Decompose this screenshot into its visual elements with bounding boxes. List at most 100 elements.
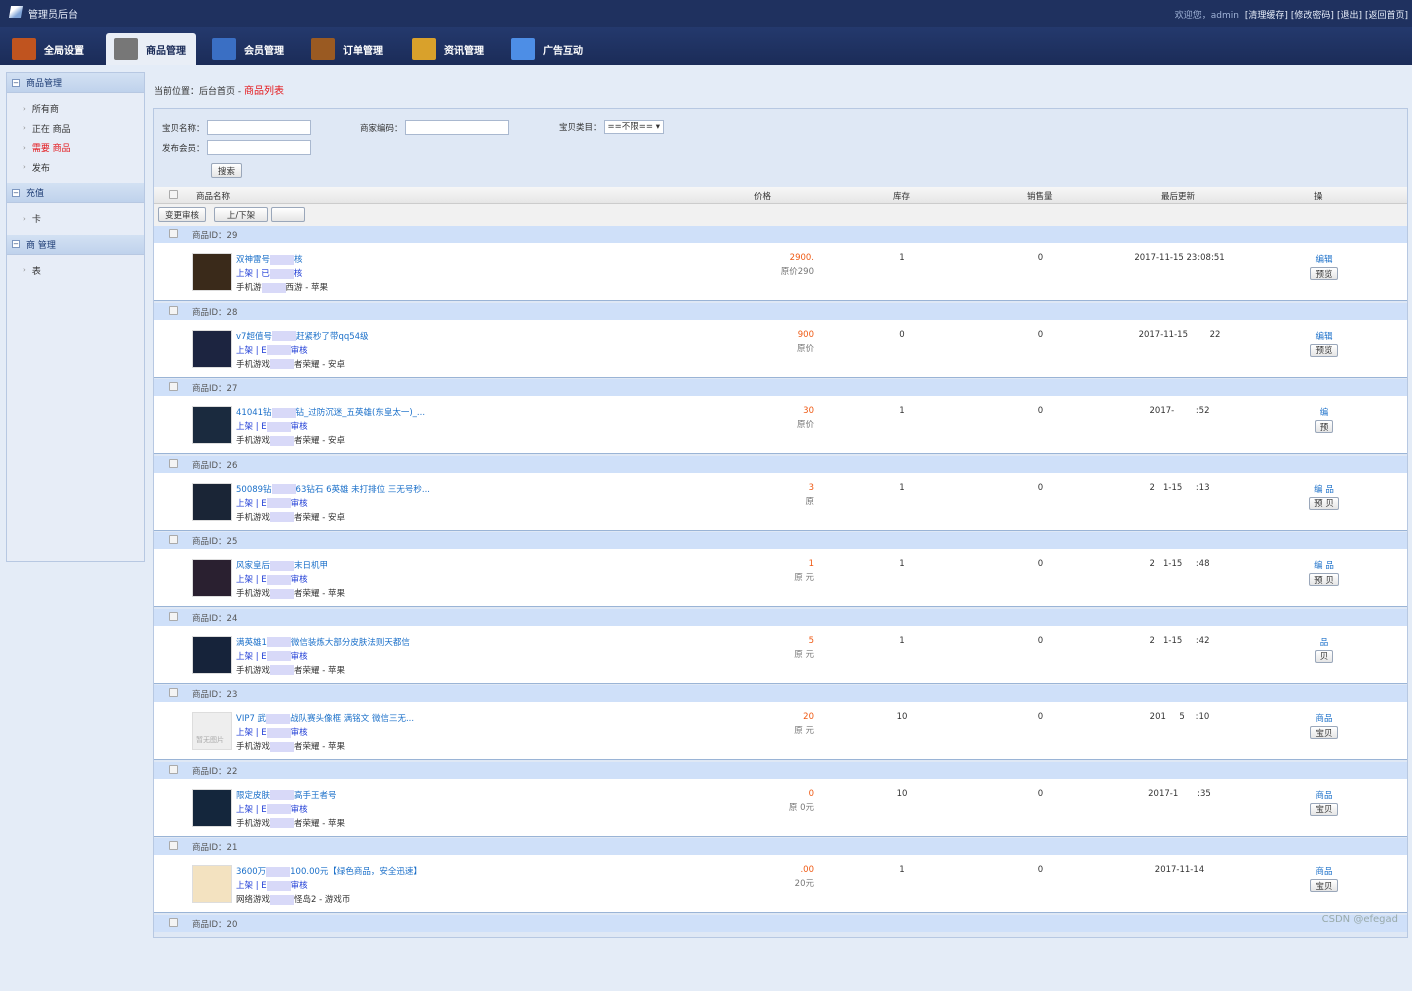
row-checkbox[interactable] — [169, 535, 178, 544]
sidebar-item[interactable]: ›表 — [23, 261, 144, 281]
product-title-link[interactable]: 限定皮肤高手王者号 — [236, 789, 337, 801]
sidebar-items: ›卡 — [7, 203, 144, 235]
edit-link[interactable]: 编辑 — [1294, 330, 1354, 342]
product-title-link[interactable]: VIP7 武战队赛头像框 满铭文 微信三无... — [236, 712, 414, 724]
row-header: 商品ID：23 — [154, 685, 1407, 702]
row-checkbox[interactable] — [169, 841, 178, 850]
tab-goods[interactable]: 商品管理 — [106, 33, 196, 65]
stock-cell: 1 — [833, 406, 971, 416]
product-thumbnail[interactable]: 暂无图片 — [192, 712, 232, 750]
product-thumbnail[interactable] — [192, 330, 232, 368]
sidebar-item[interactable]: ›需要 商品 — [23, 138, 144, 158]
product-thumbnail[interactable] — [192, 865, 232, 903]
sidebar-item[interactable]: ›卡 — [23, 209, 144, 229]
member-input[interactable] — [207, 140, 311, 155]
toggle-shelf-button[interactable]: 上/下架 — [214, 207, 268, 222]
collapse-icon[interactable]: − — [12, 240, 20, 248]
row-checkbox[interactable] — [169, 612, 178, 621]
row-checkbox[interactable] — [169, 306, 178, 315]
row-checkbox[interactable] — [169, 688, 178, 697]
collapse-icon[interactable]: − — [12, 189, 20, 197]
tab-orders[interactable]: 订单管理 — [303, 33, 393, 65]
preview-button[interactable]: 预 贝 — [1309, 497, 1339, 510]
preview-button[interactable]: 预 贝 — [1309, 573, 1339, 586]
preview-button[interactable]: 宝贝 — [1310, 879, 1337, 892]
sidebar-item[interactable]: ›所有商 — [23, 99, 144, 119]
logout-link[interactable]: [退出] — [1337, 11, 1362, 21]
edit-link[interactable]: 编辑 — [1294, 253, 1354, 265]
edit-link[interactable]: 编 — [1294, 406, 1354, 418]
product-thumbnail[interactable] — [192, 789, 232, 827]
product-thumbnail[interactable] — [192, 559, 232, 597]
product-title-link[interactable]: 风家皇后末日机甲 — [236, 559, 328, 571]
title-part: 末日机甲 — [294, 561, 328, 571]
sidebar-item[interactable]: ›正在 商品 — [23, 119, 144, 139]
row-checkbox[interactable] — [169, 459, 178, 468]
product-thumbnail[interactable] — [192, 636, 232, 674]
preview-button[interactable]: 宝贝 — [1310, 726, 1337, 739]
code-input[interactable] — [405, 120, 509, 135]
redacted-block — [272, 331, 296, 341]
tab-ads[interactable]: 广告互动 — [503, 33, 593, 65]
edit-link[interactable]: 商品 — [1294, 712, 1354, 724]
clear-cache-link[interactable]: [清理缓存] — [1245, 11, 1288, 21]
product-title-link[interactable]: 双神雷号核 — [236, 253, 303, 265]
tab-settings[interactable]: 全局设置 — [4, 33, 94, 65]
sidebar-group[interactable]: −充值 — [7, 183, 144, 203]
app-title: 管理员后台 — [28, 6, 78, 21]
preview-button[interactable]: 预览 — [1310, 267, 1337, 280]
edit-link[interactable]: 编 品 — [1294, 483, 1354, 495]
category-select[interactable]: ==不限== ▾ — [604, 120, 664, 134]
col-stock: 库存 — [893, 190, 910, 202]
tab-members[interactable]: 会员管理 — [204, 33, 294, 65]
chevron-right-icon: › — [23, 144, 26, 152]
sidebar-group[interactable]: −商 管理 — [7, 235, 144, 255]
row-checkbox[interactable] — [169, 229, 178, 238]
select-all-checkbox[interactable] — [169, 190, 178, 199]
collapse-icon[interactable]: − — [12, 79, 20, 87]
row-checkbox[interactable] — [169, 382, 178, 391]
chevron-right-icon: › — [23, 163, 26, 171]
search-button[interactable]: 搜索 — [211, 163, 242, 178]
row-checkbox[interactable] — [169, 918, 178, 927]
edit-link[interactable]: 编 品 — [1294, 559, 1354, 571]
product-status[interactable]: 上架 | 已核 — [236, 267, 302, 279]
product-thumbnail[interactable] — [192, 253, 232, 291]
sidebar-item[interactable]: ›发布 — [23, 158, 144, 178]
logo-icon — [9, 6, 23, 18]
edit-link[interactable]: 商品 — [1294, 789, 1354, 801]
product-title-link[interactable]: 41041钻钻_过防沉迷_五英雄(东皇太一)_... — [236, 406, 425, 418]
preview-button[interactable]: 贝 — [1315, 650, 1334, 663]
category-part: 西游 - 苹果 — [286, 283, 328, 293]
product-thumbnail[interactable] — [192, 483, 232, 521]
product-title-link[interactable]: v7超值号赶紧秒了带qq54级 — [236, 330, 369, 342]
edit-link[interactable]: 品 — [1294, 636, 1354, 648]
preview-button[interactable]: 预览 — [1310, 344, 1337, 357]
edit-link[interactable]: 商品 — [1294, 865, 1354, 877]
name-input[interactable] — [207, 120, 311, 135]
home-link[interactable]: [返回首页] — [1365, 11, 1408, 21]
product-thumbnail[interactable] — [192, 406, 232, 444]
tab-news[interactable]: 资讯管理 — [404, 33, 494, 65]
toolbar-button[interactable] — [271, 207, 305, 222]
original-price: 原 0元 — [714, 801, 814, 813]
price: 2900. — [790, 253, 814, 263]
preview-button[interactable]: 预 — [1315, 420, 1334, 433]
sidebar-group[interactable]: −商品管理 — [7, 73, 144, 93]
change-review-button[interactable]: 变更审核 — [158, 207, 206, 222]
preview-button[interactable]: 宝贝 — [1310, 803, 1337, 816]
change-password-link[interactable]: [修改密码] — [1291, 11, 1334, 21]
row-checkbox[interactable] — [169, 765, 178, 774]
